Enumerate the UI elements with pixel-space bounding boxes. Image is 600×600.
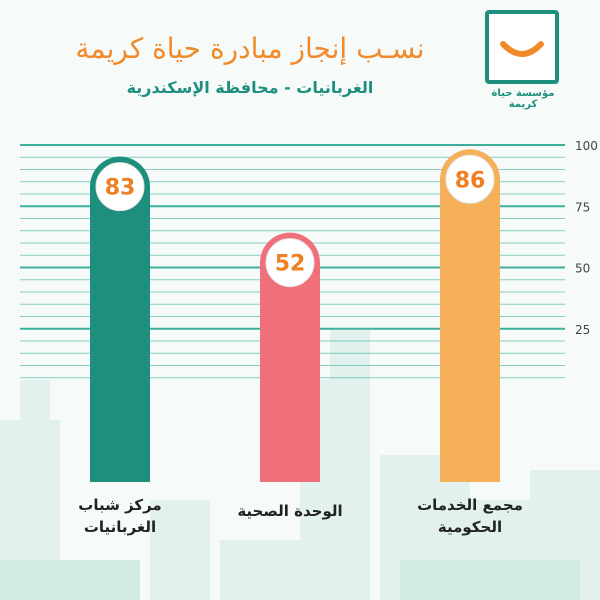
value-bubble: [265, 238, 315, 288]
logo: مؤسسة حياة كريمة: [477, 10, 569, 110]
value-bubble: [445, 154, 495, 204]
category-label: مجمع الخدمات الحكومية: [400, 494, 540, 538]
category-label-line: الغربانيات: [83, 518, 157, 536]
bar: [440, 149, 500, 390]
y-tick-label: 75: [575, 200, 590, 214]
bar-base: [440, 390, 500, 482]
y-tick-label: 100: [575, 139, 598, 153]
chart-subtitle: الغربانيات - محافظة الإسكندرية: [126, 78, 374, 97]
bar-base: [90, 390, 150, 482]
value-bubble: [95, 162, 145, 212]
category-label: الوحدة الصحية: [220, 500, 360, 522]
data-label: 86: [455, 168, 486, 193]
data-label: 52: [275, 252, 306, 277]
chart-title: نسـب إنجاز مبادرة حياة كريمة: [75, 32, 425, 65]
category-label-line: الحكومية: [437, 518, 503, 536]
bar: [90, 156, 150, 390]
data-label: 83: [105, 176, 136, 201]
category-label-line: الوحدة الصحية: [237, 502, 343, 520]
category-label: مركز شباب الغربانيات: [50, 494, 190, 538]
category-label-line: مركز شباب: [78, 496, 162, 514]
y-tick-label: 50: [575, 262, 590, 276]
category-label-line: مجمع الخدمات: [417, 496, 523, 514]
y-tick-label: 25: [575, 323, 590, 337]
smile-box-logo-icon: [485, 10, 559, 84]
logo-text: مؤسسة حياة كريمة: [491, 88, 555, 110]
bar-base: [260, 390, 320, 482]
